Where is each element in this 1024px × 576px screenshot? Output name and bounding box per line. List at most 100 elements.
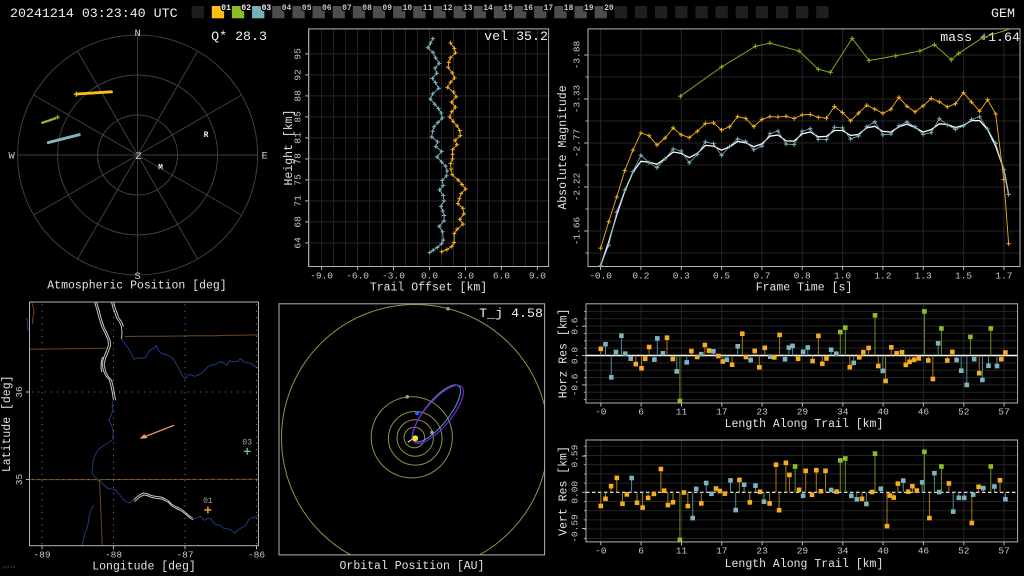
svg-text:40: 40	[877, 407, 889, 418]
svg-text:02: 02	[241, 4, 251, 13]
svg-text:1.3: 1.3	[915, 271, 932, 282]
svg-text:23: 23	[756, 546, 768, 557]
svg-text:-6.0: -6.0	[346, 271, 369, 282]
svg-text:0.0: 0.0	[421, 271, 438, 282]
svg-text:81: 81	[293, 132, 304, 144]
svg-text:pyLIG: pyLIG	[3, 566, 16, 570]
svg-text:20: 20	[604, 4, 614, 13]
svg-text:6: 6	[638, 407, 644, 418]
svg-text:29: 29	[797, 546, 809, 557]
svg-text:71: 71	[293, 195, 304, 207]
svg-text:Length Along Trail [km]: Length Along Trail [km]	[725, 558, 884, 571]
svg-text:64: 64	[293, 237, 304, 249]
svg-text:03: 03	[262, 4, 272, 13]
svg-text:Horz Res [km]: Horz Res [km]	[558, 309, 571, 399]
svg-text:9.0: 9.0	[529, 271, 546, 282]
svg-text:0.00: 0.00	[570, 481, 581, 504]
svg-text:11: 11	[676, 546, 688, 557]
svg-text:Z: Z	[135, 151, 141, 163]
svg-text:34: 34	[837, 407, 849, 418]
svg-text:88: 88	[293, 90, 304, 102]
svg-text:15: 15	[503, 4, 513, 13]
svg-text:52: 52	[958, 407, 970, 418]
svg-text:03: 03	[242, 439, 252, 448]
svg-text:Trail Offset [km]: Trail Offset [km]	[370, 282, 487, 295]
svg-text:92: 92	[293, 69, 304, 81]
svg-text:T_j 4.58: T_j 4.58	[479, 306, 543, 321]
svg-text:-89: -89	[33, 550, 50, 561]
svg-text:10: 10	[403, 4, 413, 13]
svg-text:17: 17	[716, 546, 727, 557]
svg-text:vel 35.2: vel 35.2	[484, 29, 548, 44]
svg-text:29: 29	[797, 407, 809, 418]
svg-text:68: 68	[293, 216, 304, 228]
svg-text:01: 01	[203, 497, 213, 506]
svg-text:E: E	[261, 151, 267, 163]
svg-text:0.59: 0.59	[570, 444, 581, 467]
svg-text:-0: -0	[595, 546, 607, 557]
svg-text:07: 07	[342, 4, 352, 13]
svg-text:-0.59: -0.59	[570, 514, 581, 543]
svg-text:GEM: GEM	[991, 6, 1015, 21]
svg-text:-0.6: -0.6	[570, 373, 581, 396]
svg-text:-3.0: -3.0	[382, 271, 405, 282]
svg-text:Orbital Position [AU]: Orbital Position [AU]	[340, 560, 485, 573]
svg-text:46: 46	[918, 407, 930, 418]
svg-text:0.0: 0.0	[570, 347, 581, 364]
svg-text:36: 36	[14, 386, 25, 398]
svg-text:-87: -87	[176, 550, 193, 561]
svg-text:01: 01	[221, 4, 231, 13]
svg-text:Latitude [deg]: Latitude [deg]	[1, 375, 14, 472]
svg-text:-86: -86	[248, 550, 265, 561]
svg-text:23: 23	[756, 407, 768, 418]
svg-text:-1.66: -1.66	[572, 216, 583, 245]
svg-text:Height [km]: Height [km]	[283, 110, 296, 186]
svg-text:09: 09	[382, 4, 392, 13]
svg-text:Frame Time [s]: Frame Time [s]	[756, 282, 853, 295]
svg-text:0.5: 0.5	[713, 271, 730, 282]
svg-text:Vert Res [km]: Vert Res [km]	[558, 446, 571, 536]
svg-text:1.0: 1.0	[834, 271, 851, 282]
svg-text:3.0: 3.0	[457, 271, 474, 282]
svg-text:0.2: 0.2	[632, 271, 649, 282]
svg-text:34: 34	[837, 546, 849, 557]
svg-text:08: 08	[362, 4, 372, 13]
svg-text:18: 18	[564, 4, 574, 13]
svg-text:04: 04	[282, 4, 292, 13]
svg-text:1.2: 1.2	[874, 271, 891, 282]
svg-text:57: 57	[998, 546, 1009, 557]
svg-text:11: 11	[423, 4, 433, 13]
svg-text:0.6: 0.6	[570, 317, 581, 334]
svg-text:-3.33: -3.33	[572, 84, 583, 113]
svg-text:0.8: 0.8	[794, 271, 811, 282]
svg-text:05: 05	[302, 4, 312, 13]
svg-text:Q* 28.3: Q* 28.3	[211, 29, 267, 44]
svg-text:1.7: 1.7	[995, 271, 1012, 282]
svg-text:M: M	[158, 164, 163, 173]
svg-text:17: 17	[716, 407, 727, 418]
svg-text:0.7: 0.7	[753, 271, 770, 282]
svg-text:-0.0: -0.0	[589, 271, 612, 282]
svg-text:19: 19	[584, 4, 594, 13]
svg-text:13: 13	[463, 4, 473, 13]
svg-text:Length Along Trail [km]: Length Along Trail [km]	[725, 418, 884, 431]
svg-text:20241214 03:23:40 UTC: 20241214 03:23:40 UTC	[10, 6, 178, 21]
svg-text:12: 12	[443, 4, 453, 13]
svg-text:95: 95	[293, 48, 304, 60]
svg-text:N: N	[134, 28, 140, 40]
svg-text:52: 52	[958, 546, 970, 557]
svg-text:17: 17	[544, 4, 554, 13]
svg-text:-88: -88	[105, 550, 122, 561]
svg-text:Atmospheric Position [deg]: Atmospheric Position [deg]	[47, 280, 226, 293]
svg-text:16: 16	[523, 4, 533, 13]
svg-text:-2.22: -2.22	[572, 172, 583, 201]
svg-text:6: 6	[638, 546, 644, 557]
svg-text:46: 46	[918, 546, 930, 557]
svg-text:0.3: 0.3	[673, 271, 690, 282]
svg-text:11: 11	[676, 407, 688, 418]
svg-text:-0: -0	[595, 407, 607, 418]
svg-text:14: 14	[483, 4, 493, 13]
svg-text:35: 35	[14, 474, 25, 486]
svg-text:Absolute Magnitude: Absolute Magnitude	[557, 85, 570, 209]
svg-text:W: W	[8, 151, 15, 163]
